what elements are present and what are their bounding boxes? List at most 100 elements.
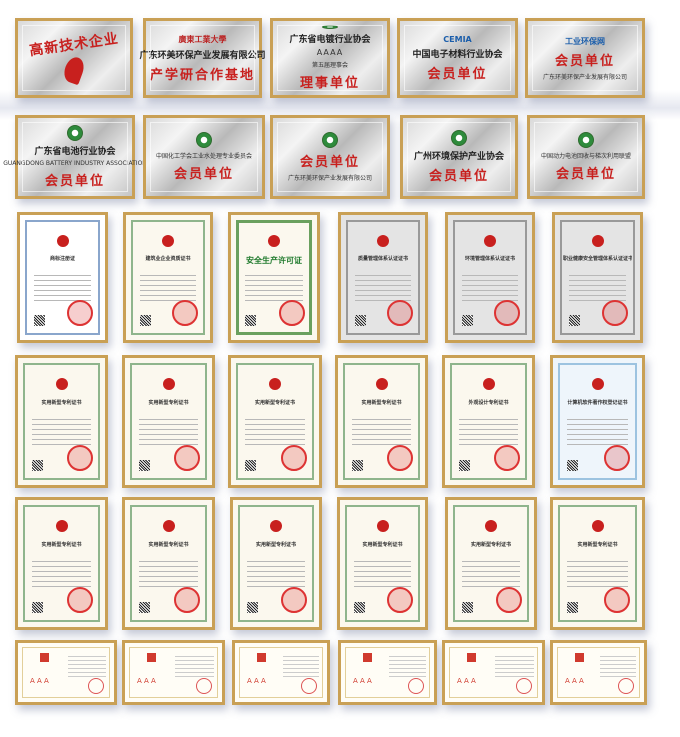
- certificate-border: [239, 647, 323, 698]
- certificate: 实用新型专利证书: [228, 355, 322, 488]
- national-emblem-icon: [484, 235, 496, 247]
- certificate-title: 计算机软件著作权登记证书: [567, 399, 628, 406]
- certificate-body-text: [569, 271, 626, 303]
- national-emblem-icon: [55, 378, 68, 391]
- plaque-text: 中国动力电池回收与梯次利用联盟: [540, 153, 631, 160]
- certificate-body-text: [462, 557, 520, 589]
- certificate-border: [558, 363, 637, 480]
- qr-code-icon: [462, 315, 473, 326]
- plaque: 广东省电池行业协会 GUANGDONG BATTERY INDUSTRY ASSO…: [3, 115, 147, 199]
- rating-label: AAA: [353, 677, 374, 686]
- certificate: 质量管理体系认证证书: [338, 212, 428, 343]
- national-emblem-icon: [485, 520, 497, 533]
- rating-label: AAA: [137, 677, 158, 686]
- plaque-text: 工业环保网: [565, 36, 605, 46]
- plaque-text: GUANGDONG BATTERY INDUSTRY ASSOCIATION: [3, 160, 147, 167]
- official-seal-icon: [196, 678, 212, 694]
- certificate-title: 实用新型专利证书: [361, 399, 402, 406]
- official-seal-icon: [387, 445, 413, 471]
- certificate-body-text: [567, 415, 628, 447]
- certificate-border: [343, 363, 420, 480]
- national-emblem-icon: [268, 235, 280, 247]
- association-emblem-icon: [196, 132, 212, 148]
- national-emblem-icon: [377, 235, 389, 247]
- qr-code-icon: [245, 315, 256, 326]
- plaque: 高新技术企业: [15, 18, 133, 98]
- plaque-text: 产学研合作基地: [150, 67, 256, 83]
- official-seal-icon: [281, 445, 307, 471]
- certificate-body-text: [459, 415, 518, 447]
- certificate-title: 外观设计专利证书: [468, 399, 509, 406]
- official-seal-icon: [618, 678, 634, 694]
- plaque-text: 会员单位: [427, 66, 488, 82]
- certificate-title: 安全生产许可证: [246, 256, 302, 265]
- certificate-border: [25, 220, 100, 335]
- national-emblem-icon: [591, 235, 604, 247]
- certificate: 实用新型专利证书: [445, 497, 537, 630]
- plaque-text: AAAA: [316, 48, 344, 57]
- certificate: 实用新型专利证书: [122, 355, 215, 488]
- certificate-border: [560, 220, 635, 335]
- plaque-text: 广州环境保护产业协会: [413, 152, 504, 162]
- national-emblem-icon: [376, 520, 389, 533]
- qr-code-icon: [352, 460, 363, 471]
- qr-code-icon: [247, 602, 258, 613]
- plaque-text: 第五届理事会: [311, 62, 348, 69]
- certificate-border: [449, 647, 538, 698]
- official-seal-icon: [281, 587, 307, 613]
- certificate-body-text: [139, 415, 198, 447]
- certificate-border: [23, 505, 100, 622]
- certificate-body-text: [245, 271, 303, 303]
- rating-label: AAA: [565, 677, 586, 686]
- rating-label: AAA: [247, 677, 268, 686]
- certificate-border: [557, 647, 640, 698]
- plaque: 中国化工学会工业水处理专业委员会 会员单位: [143, 115, 265, 199]
- certificate-title: 实用新型专利证书: [148, 541, 189, 548]
- plaque: 工业环保网 会员单位 广东环美环保产业发展有限公司: [525, 18, 645, 98]
- official-seal-icon: [602, 300, 628, 326]
- association-emblem-icon: [578, 132, 594, 148]
- plaque-text: 会员单位: [554, 53, 615, 69]
- certificate-title: 建筑业企业资质证书: [145, 256, 191, 262]
- certificate-body-text: [567, 557, 628, 589]
- certificate-border: [345, 505, 420, 622]
- torch-logo-icon: [61, 54, 87, 85]
- certificate-body-text: [67, 653, 106, 680]
- official-seal-icon: [67, 445, 93, 471]
- credit-rating-certificate: AAA: [338, 640, 437, 705]
- certificate-border: [450, 363, 527, 480]
- plaque-text: 广东环美环保产业发展有限公司: [287, 175, 372, 182]
- certificate-border: [238, 505, 314, 622]
- credit-rating-certificate: AAA: [232, 640, 330, 705]
- qr-code-icon: [140, 315, 151, 326]
- certificate-body-text: [245, 415, 305, 447]
- certificate-border: [129, 647, 218, 698]
- rating-label: AAA: [457, 677, 478, 686]
- national-emblem-icon: [591, 520, 604, 533]
- certificate-border: [131, 220, 205, 335]
- certificate-border: [345, 647, 430, 698]
- stamp-icon: [575, 653, 584, 662]
- credit-rating-certificate: AAA: [550, 640, 647, 705]
- certificate-body-text: [32, 415, 91, 447]
- plaque-text: 广东省电池行业协会: [34, 147, 116, 157]
- qr-code-icon: [32, 460, 43, 471]
- qr-code-icon: [459, 460, 470, 471]
- official-seal-icon: [604, 445, 630, 471]
- official-seal-icon: [604, 587, 630, 613]
- plaque-text: 中国化工学会工业水处理专业委员会: [155, 153, 252, 160]
- national-emblem-icon: [162, 235, 174, 247]
- plaque-text: 廣東工業大學: [178, 34, 227, 44]
- plaque: 中国动力电池回收与梯次利用联盟 会员单位: [527, 115, 645, 199]
- qr-code-icon: [355, 315, 366, 326]
- certificate: 实用新型专利证书: [15, 355, 108, 488]
- certificate-body-text: [352, 415, 411, 447]
- plaque: CEMIA 中国电子材料行业协会 会员单位: [397, 18, 518, 98]
- national-emblem-icon: [269, 378, 281, 391]
- certificate-body-text: [32, 557, 91, 589]
- stamp-icon: [363, 653, 372, 662]
- official-seal-icon: [174, 587, 200, 613]
- certificate-body-text: [354, 557, 411, 589]
- certificate-title: 实用新型专利证书: [41, 399, 82, 406]
- qr-code-icon: [139, 460, 150, 471]
